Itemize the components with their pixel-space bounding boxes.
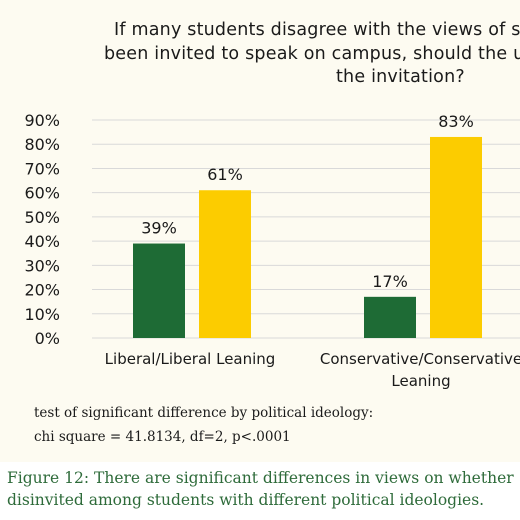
chart-title-line-3: the invitation? [336,67,465,87]
bar [133,243,185,338]
chart-title-line-1: If many students disagree with the views… [114,20,520,40]
chart-title-line-2: been invited to speak on campus, should … [104,44,520,64]
data-label: 61% [207,165,243,184]
y-tick-label: 40% [24,232,60,251]
y-tick-label: 90% [24,111,60,130]
y-tick-label: 60% [24,184,60,203]
bar [430,136,482,338]
y-tick-label: 70% [24,159,60,178]
significance-note-line-1: test of significant difference by politi… [34,405,374,421]
y-tick-label: 30% [24,256,60,275]
y-tick-label: 0% [35,329,60,348]
y-tick-label: 50% [24,208,60,227]
x-category-label: Leaning [391,372,450,390]
data-label: 17% [372,272,408,291]
chart-panel: If many students disagree with the views… [0,0,520,462]
figure-caption-line-1: Figure 12: There are significant differe… [7,469,514,487]
bar [364,296,416,338]
figure-caption-line-2: disinvited among students with different… [7,491,485,509]
bar [199,190,251,338]
y-tick-label: 80% [24,135,60,154]
y-tick-label: 20% [24,281,60,300]
significance-note-line-2: chi square = 41.8134, df=2, p<.0001 [34,429,291,445]
y-tick-label: 10% [24,305,60,324]
bar-chart: 0% 10% 20% 30% 40% 50% 60% 70% 80% 90% 39% 17% 61% 83… [24,111,520,390]
data-label: 39% [141,219,177,238]
data-label: 83% [438,112,474,131]
x-category-label: Liberal/Liberal Leaning [105,350,276,368]
chart-title: If many students disagree with the views… [0,0,520,100]
x-category-label: Conservative/Conservative [320,350,520,368]
